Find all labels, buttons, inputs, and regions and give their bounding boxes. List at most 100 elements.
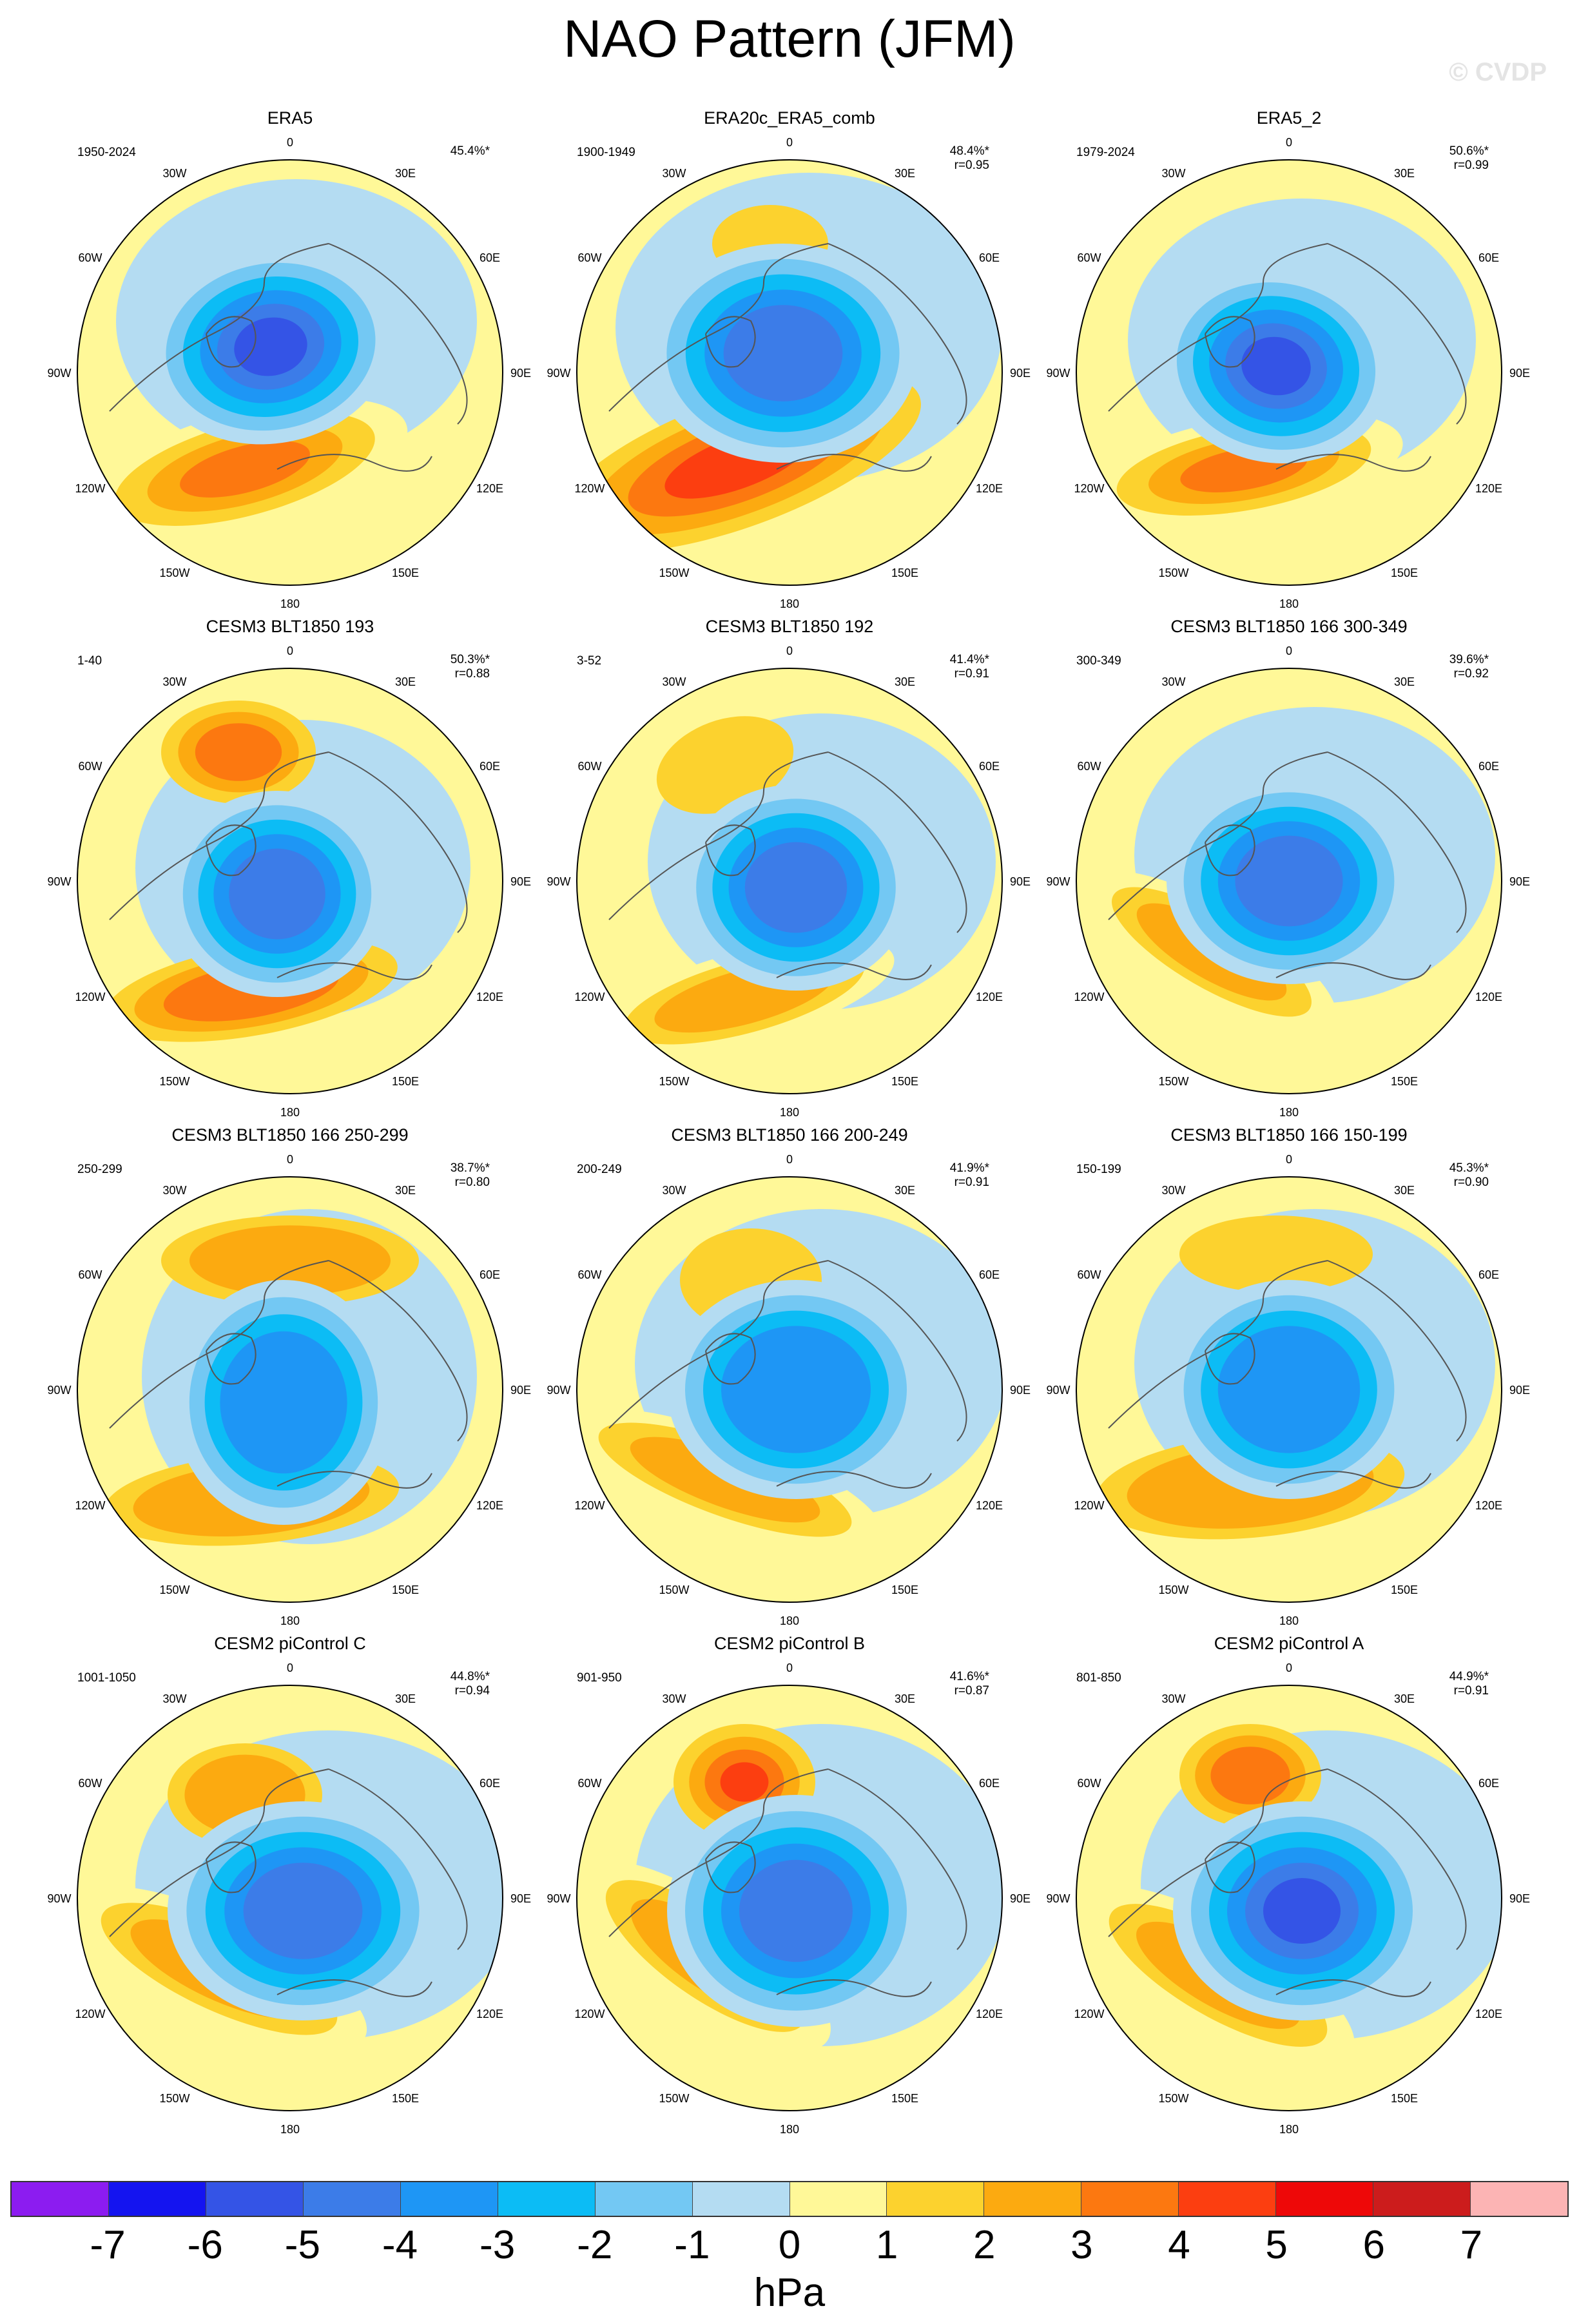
longitude-label: 150W xyxy=(159,2092,189,2105)
colorbar-tick-label: 4 xyxy=(1168,2223,1190,2267)
panel-title: CESM3 BLT1850 166 300-349 xyxy=(1170,617,1407,636)
panel-years: 300-349 xyxy=(1076,654,1121,668)
longitude-label: 180 xyxy=(780,2123,799,2136)
longitude-label: 180 xyxy=(1279,1614,1299,1627)
longitude-label: 150W xyxy=(659,1075,689,1088)
contour-fill xyxy=(723,305,843,402)
panel-variance-explained: 39.6%* xyxy=(1449,653,1489,666)
map-border xyxy=(77,159,503,586)
map-border xyxy=(1076,668,1502,1094)
coastline xyxy=(109,1768,468,1997)
panel-years: 250-299 xyxy=(77,1163,122,1176)
contour-fill xyxy=(720,1762,769,1802)
longitude-label: 150E xyxy=(392,566,419,579)
longitude-label: 90W xyxy=(547,1892,570,1905)
colorbar-tick-label: 2 xyxy=(973,2223,996,2267)
longitude-label: 30E xyxy=(895,675,915,688)
longitude-label: 120E xyxy=(976,991,1003,1003)
longitude-label: 0 xyxy=(786,1661,793,1674)
panel-variance-explained: 41.6%* xyxy=(950,1670,990,1683)
longitude-label: 150E xyxy=(392,2092,419,2105)
coastline xyxy=(109,1260,468,1489)
page-title: NAO Pattern (JFM) xyxy=(563,10,1016,68)
colorbar-units: hPa xyxy=(753,2271,826,2315)
colorbar-tick-label: -6 xyxy=(187,2223,223,2267)
panel-variance-explained: 38.7%* xyxy=(450,1161,490,1175)
colorbar-tick-label: 5 xyxy=(1265,2223,1288,2267)
panel-title: CESM3 BLT1850 166 250-299 xyxy=(171,1125,408,1145)
panel-title: CESM3 BLT1850 166 150-199 xyxy=(1170,1125,1407,1145)
panel-title: CESM3 BLT1850 192 xyxy=(706,617,874,636)
longitude-label: 90E xyxy=(510,367,531,380)
longitude-label: 180 xyxy=(280,1614,300,1627)
panel-pattern-correlation: r=0.88 xyxy=(455,667,490,681)
longitude-label: 30E xyxy=(395,1184,416,1197)
longitude-label: 120W xyxy=(75,991,105,1003)
colorbar-tick-label: -4 xyxy=(382,2223,418,2267)
map-panel: 180 150E 120E 90E 60E 30E 0 30W 60W 90W 120W 150W CE… xyxy=(1046,1634,1530,2136)
longitude-label: 150W xyxy=(1158,1583,1188,1596)
map-panel: 180 150E 120E 90E 60E 30E 0 30W 60W 90W 120W 150W CE… xyxy=(1046,617,1530,1119)
longitude-label: 90W xyxy=(1046,367,1070,380)
longitude-label: 90E xyxy=(1010,1892,1031,1905)
panel-pattern-correlation: r=0.91 xyxy=(954,1176,989,1189)
panel-years: 200-249 xyxy=(577,1163,622,1176)
longitude-label: 120E xyxy=(976,482,1003,495)
longitude-label: 90W xyxy=(547,1384,570,1397)
map-panel: 180 150E 120E 90E 60E 30E 0 30W 60W 90W 120W 150W ER… xyxy=(547,108,1031,610)
panel-variance-explained: 41.4%* xyxy=(950,653,990,666)
longitude-label: 90W xyxy=(1046,875,1070,888)
colorbar-swatch xyxy=(692,2182,790,2216)
longitude-label: 30E xyxy=(1394,1184,1415,1197)
longitude-label: 90E xyxy=(510,1384,531,1397)
coastline xyxy=(109,243,468,472)
longitude-label: 90W xyxy=(47,875,71,888)
longitude-label: 90E xyxy=(1010,367,1031,380)
colorbar-swatch xyxy=(498,2182,596,2216)
panel-title: CESM3 BLT1850 193 xyxy=(206,617,374,636)
longitude-label: 30W xyxy=(1161,1184,1185,1197)
coastline xyxy=(608,751,967,980)
map-border xyxy=(576,1176,1003,1603)
longitude-label: 0 xyxy=(1286,1153,1292,1166)
panel-years: 901-950 xyxy=(577,1671,622,1685)
longitude-label: 30E xyxy=(1394,167,1415,180)
map-panel: 180 150E 120E 90E 60E 30E 0 30W 60W 90W 120W 150W CE… xyxy=(1046,1125,1530,1627)
colorbar-swatch xyxy=(790,2182,887,2216)
longitude-label: 60E xyxy=(480,760,500,773)
coastline xyxy=(1108,1260,1467,1489)
colorbar-labels: -7 -6 -5 -4 -3 -2 -1 0 1 2 3 4 5 6 7 xyxy=(0,2222,1579,2274)
panel-years: 801-850 xyxy=(1076,1671,1121,1685)
colorbar-swatch xyxy=(1373,2182,1471,2216)
colorbar-tick-label: 3 xyxy=(1070,2223,1093,2267)
panel-years: 1001-1050 xyxy=(77,1671,136,1685)
map-border xyxy=(77,1685,503,2111)
longitude-label: 120W xyxy=(574,482,605,495)
longitude-label: 150E xyxy=(891,1583,918,1596)
longitude-label: 30W xyxy=(162,167,186,180)
longitude-label: 90E xyxy=(1509,875,1530,888)
longitude-label: 60W xyxy=(1077,760,1101,773)
map-border xyxy=(77,1176,503,1603)
longitude-label: 60W xyxy=(1077,1777,1101,1790)
longitude-label: 150W xyxy=(159,1583,189,1596)
longitude-label: 90W xyxy=(47,1384,71,1397)
panel-variance-explained: 45.4%* xyxy=(450,144,490,158)
panel-title: ERA5_2 xyxy=(1257,108,1322,128)
longitude-label: 180 xyxy=(780,597,799,610)
contour-fill xyxy=(1241,336,1311,396)
longitude-label: 90E xyxy=(1509,367,1530,380)
longitude-label: 150W xyxy=(1158,2092,1188,2105)
longitude-label: 0 xyxy=(287,136,293,149)
longitude-label: 30E xyxy=(895,1692,915,1705)
longitude-label: 180 xyxy=(280,597,300,610)
longitude-label: 120W xyxy=(574,2008,605,2020)
panel-variance-explained: 44.9%* xyxy=(1449,1670,1489,1683)
longitude-label: 90E xyxy=(1509,1384,1530,1397)
longitude-label: 120W xyxy=(1074,1499,1104,1512)
contour-fill xyxy=(180,441,310,498)
panel-years: 1950-2024 xyxy=(77,146,136,159)
colorbar-swatch xyxy=(1471,2182,1567,2216)
panel-title: CESM2 piControl C xyxy=(214,1634,366,1653)
panel-title: CESM3 BLT1850 166 200-249 xyxy=(671,1125,907,1145)
